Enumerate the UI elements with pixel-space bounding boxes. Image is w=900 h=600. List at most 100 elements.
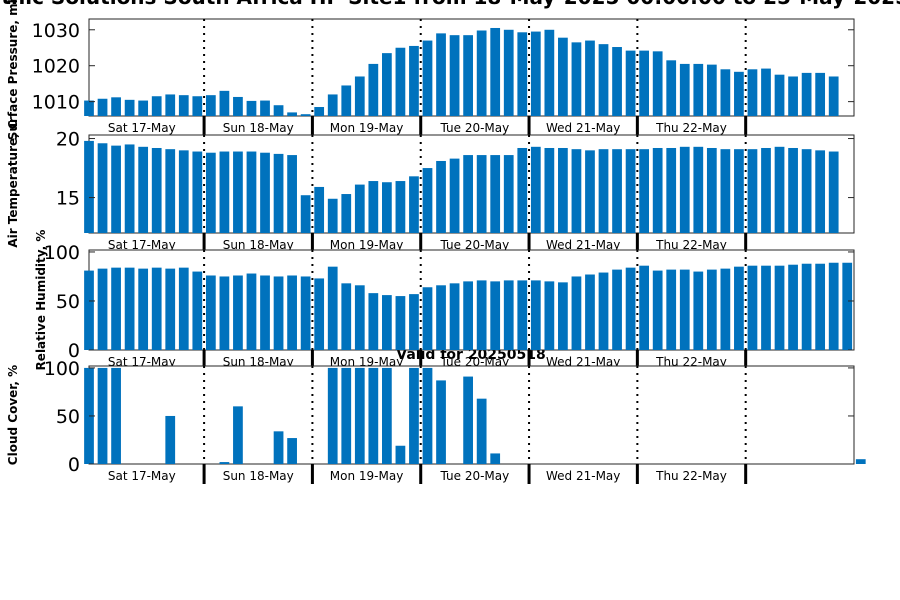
surface-pressure-bar xyxy=(693,63,704,116)
relative-humidity-bar xyxy=(544,281,555,350)
relative-humidity-bar xyxy=(490,281,501,350)
surface-pressure-ytick-label: 1030 xyxy=(32,20,80,42)
air-temperature-day-label: Sun 18-May xyxy=(223,238,294,252)
air-temperature-bar xyxy=(734,149,744,233)
relative-humidity-bar xyxy=(801,263,812,350)
relative-humidity-bar xyxy=(341,283,352,350)
air-temperature-bar xyxy=(219,151,230,233)
surface-pressure-bar xyxy=(422,40,433,116)
surface-pressure-bar xyxy=(801,72,812,116)
surface-pressure-bar xyxy=(585,40,595,116)
air-temperature-bar xyxy=(815,150,826,233)
relative-humidity-bar xyxy=(151,267,162,350)
air-temperature-bar xyxy=(395,181,406,233)
air-temperature-day-label: Wed 21-May xyxy=(546,238,620,252)
surface-pressure-panel: 1010 1020 1030 Sat 17-May Sun 18-May Mon 19-M… xyxy=(6,0,855,140)
surface-pressure-bar xyxy=(205,95,216,116)
air-temperature-bar xyxy=(503,155,514,233)
cloud-cover-bar xyxy=(463,376,473,464)
air-temperature-bar xyxy=(84,140,94,233)
cloud-cover-bar xyxy=(219,462,230,464)
relative-humidity-bar xyxy=(815,263,826,350)
surface-pressure-bar xyxy=(774,74,785,116)
surface-pressure-bar xyxy=(138,100,149,116)
surface-pressure-bar xyxy=(124,99,135,116)
air-temperature-bar xyxy=(138,146,149,233)
air-temperature-bar xyxy=(341,194,352,233)
surface-pressure-day-label: Sat 17-May xyxy=(108,121,176,135)
air-temperature-bar xyxy=(246,151,257,233)
relative-humidity-bar xyxy=(165,268,176,350)
relative-humidity-bar xyxy=(124,267,135,350)
relative-humidity-bar xyxy=(233,275,243,350)
air-temperature-day-label: Mon 19-May xyxy=(330,238,404,252)
relative-humidity-bar xyxy=(747,265,758,350)
cloud-cover-bar xyxy=(422,367,433,464)
cloud-cover-bar xyxy=(476,398,487,464)
surface-pressure-bar xyxy=(151,96,162,116)
relative-humidity-bar xyxy=(503,280,514,350)
cloud-cover-panel: 0 50 100 Sat 17-May Sun 18-May Mon 19-May Tue … xyxy=(6,358,866,484)
surface-pressure-bar xyxy=(666,60,677,116)
relative-humidity-bar xyxy=(652,270,663,350)
air-temperature-bar xyxy=(544,147,555,233)
surface-pressure-bar xyxy=(395,47,406,117)
cloud-cover-day-label: Mon 19-May xyxy=(330,469,404,483)
air-temperature-bar xyxy=(354,184,365,233)
relative-humidity-ytick-label: 50 xyxy=(56,291,80,313)
surface-pressure-bar xyxy=(761,68,771,116)
surface-pressure-bar xyxy=(368,63,379,116)
surface-pressure-bar xyxy=(503,29,514,116)
cloud-cover-bar xyxy=(111,367,121,464)
surface-pressure-bar xyxy=(219,90,230,116)
air-temperature-bar xyxy=(165,149,176,233)
air-temperature-bar xyxy=(761,147,771,233)
air-temperature-bar xyxy=(530,146,541,233)
relative-humidity-bar xyxy=(774,265,785,350)
surface-pressure-bar xyxy=(706,64,717,116)
relative-humidity-ytick-label: 0 xyxy=(68,340,80,362)
air-temperature-bar xyxy=(300,195,311,233)
air-temperature-bar xyxy=(720,149,731,233)
relative-humidity-ytick-label: 100 xyxy=(44,242,80,264)
relative-humidity-bar xyxy=(612,269,622,350)
cloud-cover-day-label: Sun 18-May xyxy=(223,469,294,483)
surface-pressure-bar xyxy=(558,37,568,116)
relative-humidity-ylabel: Relative Humidity, % xyxy=(34,230,48,371)
air-temperature-bar xyxy=(788,147,798,233)
air-temperature-bar xyxy=(639,149,650,233)
air-temperature-bar xyxy=(828,151,839,233)
cloud-cover-ytick-label: 100 xyxy=(44,358,80,380)
surface-pressure-bar xyxy=(815,72,826,116)
cloud-cover-bar xyxy=(97,367,108,464)
surface-pressure-bar xyxy=(720,69,731,116)
surface-pressure-bar xyxy=(436,33,446,116)
air-temperature-bar xyxy=(273,153,284,233)
surface-pressure-bar xyxy=(530,31,541,116)
relative-humidity-bar xyxy=(192,271,203,350)
relative-humidity-bar xyxy=(382,295,392,350)
relative-humidity-bar xyxy=(436,285,446,350)
air-temperature-bar xyxy=(666,147,677,233)
air-temperature-bar xyxy=(517,147,528,233)
surface-pressure-bar xyxy=(273,105,284,116)
relative-humidity-bar xyxy=(720,268,731,350)
surface-pressure-day-label: Thu 22-May xyxy=(655,121,727,135)
air-temperature-bar xyxy=(585,150,595,233)
chart-subtitle: Valid for 20250518 xyxy=(396,347,545,363)
relative-humidity-bar xyxy=(422,287,433,350)
surface-pressure-bar xyxy=(598,44,609,116)
relative-humidity-bar xyxy=(246,273,257,350)
air-temperature-bar xyxy=(382,182,392,233)
relative-humidity-bar xyxy=(639,265,650,350)
relative-humidity-bar xyxy=(530,280,541,350)
cloud-cover-ytick-label: 0 xyxy=(68,454,80,476)
chart-title: ocean Benthic Solutions South Africa HP … xyxy=(0,0,900,9)
surface-pressure-bar xyxy=(246,100,257,116)
cloud-cover-bar xyxy=(855,459,866,464)
relative-humidity-bar xyxy=(395,296,406,350)
air-temperature-bar xyxy=(625,149,636,233)
relative-humidity-bar xyxy=(354,285,365,350)
cloud-cover-day-label: Sat 17-May xyxy=(108,469,176,483)
air-temperature-bar xyxy=(314,186,325,233)
